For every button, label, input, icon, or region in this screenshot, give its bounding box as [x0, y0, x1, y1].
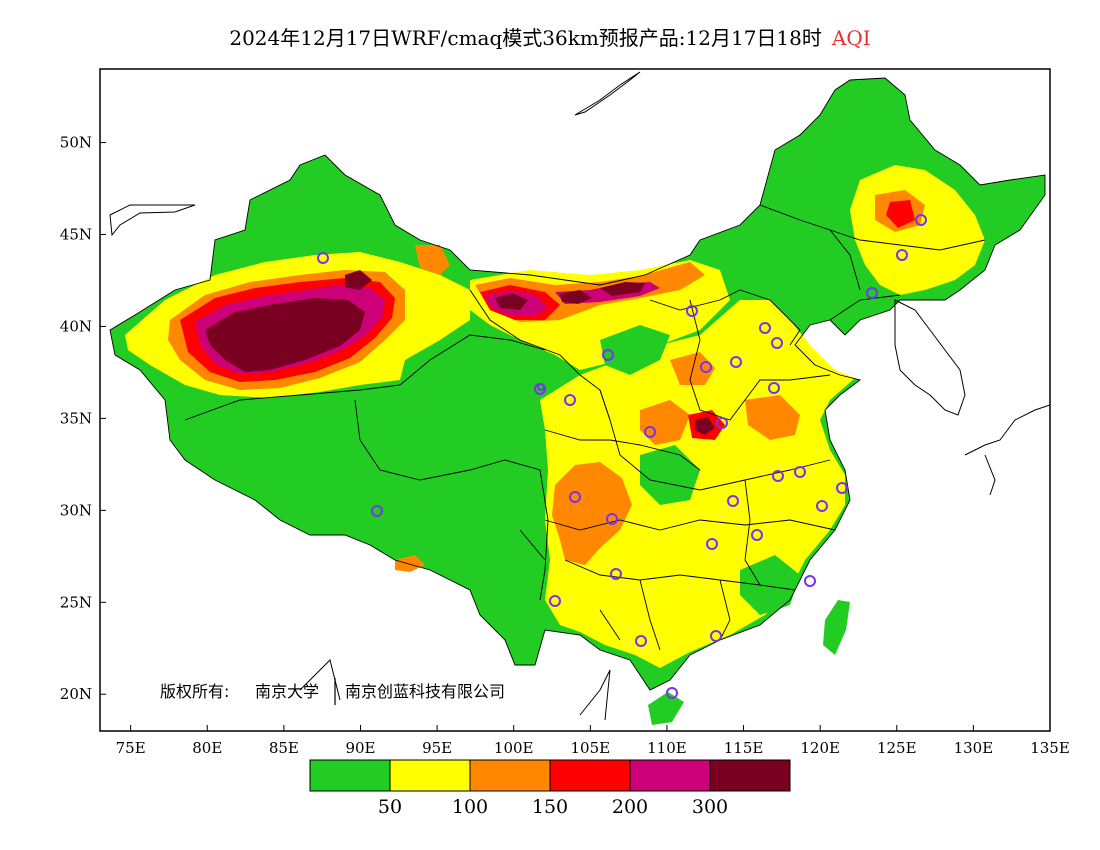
- aqi-zone-maroon-tianshan: [345, 270, 372, 290]
- aqi-zone-maroon-hb: [695, 417, 715, 435]
- copyright-org1: 南京大学: [255, 682, 319, 701]
- y-tick-label: 35N: [60, 409, 92, 427]
- aqi-zone-maroon-north-1: [495, 293, 528, 310]
- station-circle-icon: [804, 575, 816, 587]
- legend-label: 200: [612, 796, 648, 818]
- copyright-prefix: 版权所有:: [160, 682, 229, 701]
- aqi-zone-maroon-north-2: [560, 290, 592, 304]
- y-tick-label: 25N: [60, 593, 92, 611]
- x-tick-label: 115E: [724, 739, 764, 757]
- coastline-indochina: [299, 659, 611, 721]
- x-tick-label: 75E: [116, 739, 146, 757]
- aqi-zone-green-patch-1: [600, 325, 670, 375]
- legend-label: 100: [452, 796, 488, 818]
- station-circle-icon: [706, 538, 718, 550]
- station-circle-icon: [716, 417, 728, 429]
- station-circle-icon: [768, 382, 780, 394]
- station-circle-icon: [730, 356, 742, 368]
- x-tick-label: 125E: [877, 739, 917, 757]
- legend-swatch: [469, 759, 551, 792]
- legend-label: 50: [378, 796, 402, 818]
- title-variable: AQI: [831, 26, 871, 50]
- legend-label: 150: [532, 796, 568, 818]
- aqi-zone-orange-hb-2: [745, 395, 800, 440]
- station-circle-icon: [606, 513, 618, 525]
- station-circle-icon: [772, 470, 784, 482]
- y-axis-ticks: 20N 25N 30N 35N 40N 45N 50N: [60, 134, 106, 703]
- legend-swatch: [629, 759, 711, 792]
- x-tick-label: 85E: [269, 739, 299, 757]
- station-circle-icon: [317, 252, 329, 264]
- aqi-zone-orange-sichuan: [552, 462, 632, 565]
- title-main: 2024年12月17日WRF/cmaq模式36km预报产品:12月17日18时: [229, 26, 822, 50]
- aqi-zone-green-patch-3: [740, 555, 800, 615]
- station-circle-icon: [602, 349, 614, 361]
- map-field: [109, 71, 1050, 725]
- legend-swatch: [709, 759, 791, 792]
- legend-swatch: [309, 759, 391, 792]
- y-tick-label: 40N: [60, 317, 92, 335]
- station-circle-icon: [759, 322, 771, 334]
- station-circle-icon: [816, 500, 828, 512]
- station-circle-icon: [836, 482, 848, 494]
- y-tick-label: 20N: [60, 685, 92, 703]
- x-tick-label: 130E: [954, 739, 994, 757]
- station-circle-icon: [569, 491, 581, 503]
- y-tick-label: 30N: [60, 501, 92, 519]
- x-tick-label: 90E: [345, 739, 375, 757]
- coastline-japan: [964, 404, 1050, 496]
- station-circle-icon: [635, 635, 647, 647]
- taiwan-land: [823, 600, 850, 655]
- coastline-lake-baikal: [574, 71, 641, 116]
- coastline-korea-japan: [894, 299, 966, 416]
- station-circle-icon: [771, 337, 783, 349]
- station-circle-icon: [564, 394, 576, 406]
- y-tick-label: 45N: [60, 226, 92, 244]
- station-circle-icon: [727, 495, 739, 507]
- legend-swatch: [389, 759, 471, 792]
- station-circle-icon: [686, 305, 698, 317]
- monitoring-stations: [317, 214, 927, 699]
- x-tick-label: 110E: [647, 739, 687, 757]
- hainan-land: [648, 692, 684, 725]
- copyright-org2: 南京创蓝科技有限公司: [345, 682, 505, 701]
- aqi-legend: 50 100 150 200 300: [309, 759, 791, 818]
- y-tick-label: 50N: [60, 134, 92, 152]
- x-tick-label: 95E: [422, 739, 452, 757]
- station-circle-icon: [896, 249, 908, 261]
- station-circle-icon: [666, 687, 678, 699]
- plot-frame: [99, 68, 1051, 732]
- aqi-zone-maroon-tarim: [205, 298, 365, 372]
- station-circle-icon: [537, 383, 545, 391]
- x-tick-label: 120E: [800, 739, 840, 757]
- aqi-zone-orange-tibet: [395, 555, 425, 572]
- station-circle-icon: [371, 505, 383, 517]
- aqi-zone-orange-hb-1: [640, 400, 690, 445]
- province-borders: [109, 77, 1046, 691]
- x-tick-label: 80E: [192, 739, 222, 757]
- station-circle-icon: [751, 529, 763, 541]
- map-title: 2024年12月17日WRF/cmaq模式36km预报产品:12月17日18时 A…: [0, 22, 1100, 51]
- legend-label: 300: [692, 796, 728, 818]
- aqi-zone-red-ne: [886, 200, 915, 228]
- aqi-zone-orange-tianshan: [415, 245, 450, 275]
- station-circle-icon: [866, 287, 878, 299]
- station-circle-icon: [915, 214, 927, 226]
- x-tick-label: 135E: [1030, 739, 1070, 757]
- x-tick-label: 105E: [571, 739, 611, 757]
- coastline-balkhash: [109, 204, 196, 237]
- station-circle-icon: [610, 568, 622, 580]
- station-circle-icon: [700, 361, 712, 373]
- legend-swatch: [549, 759, 631, 792]
- x-axis-ticks: 75E 80E 85E 90E 95E 100E 105E 110E 115E 120E 125E 1…: [116, 725, 1070, 757]
- aqi-zone-maroon-north-3: [600, 282, 645, 296]
- station-circle-icon: [644, 426, 656, 438]
- x-tick-label: 100E: [494, 739, 534, 757]
- station-circle-icon: [710, 630, 722, 642]
- station-circle-icon: [794, 466, 806, 478]
- station-circle-icon: [549, 595, 561, 607]
- aqi-zone-green-patch-2: [640, 445, 700, 505]
